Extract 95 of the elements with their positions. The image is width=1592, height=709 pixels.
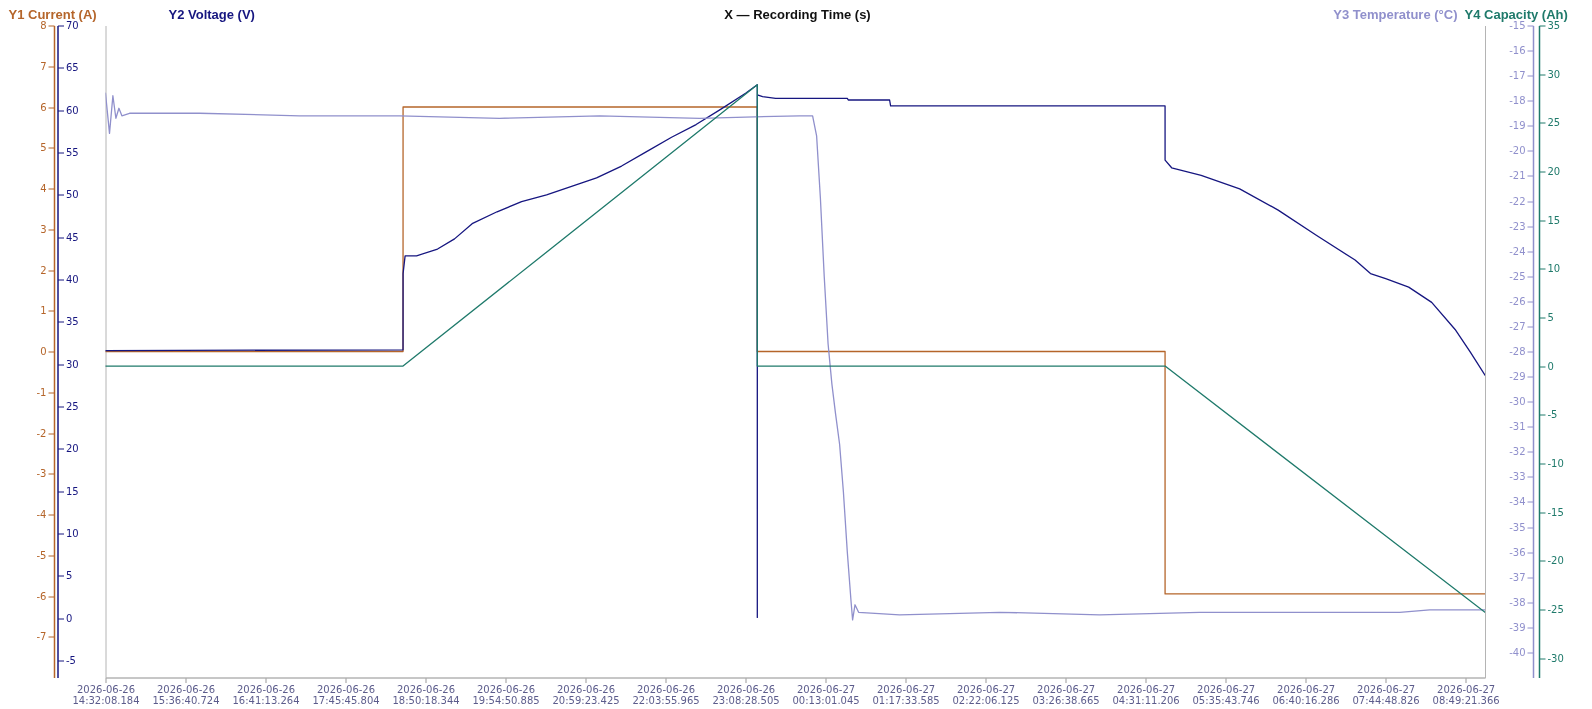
x-tick-label: 2026-06-27 00:13:01.045 (792, 684, 860, 706)
x-tick-label: 2026-06-27 07:44:48.826 (1352, 684, 1420, 706)
x-tick-label: 2026-06-27 02:22:06.125 (952, 684, 1020, 706)
y3-tick-label: -31 (1509, 421, 1526, 433)
y3-tick-label: -19 (1509, 120, 1526, 132)
y2-tick-label: -5 (66, 655, 76, 667)
x-tick-label: 2026-06-26 22:03:55.965 (632, 684, 700, 706)
y3-tick-label: -21 (1509, 170, 1526, 182)
x-tick-label: 2026-06-27 03:26:38.665 (1032, 684, 1100, 706)
y2-tick-label: 50 (66, 189, 79, 201)
y3-tick-label: -17 (1509, 70, 1526, 82)
y2-tick-label: 45 (66, 231, 79, 243)
y2-tick-label: 70 (66, 20, 79, 31)
y-tick-label: -2 (36, 427, 47, 439)
y-axis-title: Y4 Capacity (Ah) (1464, 6, 1568, 22)
y3-tick-label: -16 (1509, 45, 1526, 57)
x-tick-label: 2026-06-27 06:40:16.286 (1272, 684, 1340, 706)
y-tick-label: 10 (1547, 263, 1561, 275)
y3-tick-label: -40 (1509, 646, 1526, 658)
y-tick-label: -7 (36, 631, 47, 643)
y-tick-label: -10 (1547, 457, 1564, 469)
y3-tick-label: -24 (1509, 245, 1526, 257)
y-tick-label: -6 (36, 590, 47, 602)
y2-tick-label: 5 (66, 570, 73, 582)
y-tick-label: 35 (1547, 20, 1561, 31)
y3-tick-label: -22 (1509, 195, 1526, 207)
x-tick-label: 2026-06-26 23:08:28.505 (712, 684, 780, 706)
y-tick-label: 6 (40, 101, 47, 113)
y3-tick-label: -28 (1509, 346, 1526, 357)
y2-tick-label: 10 (66, 528, 79, 540)
y-tick-label: 15 (1547, 214, 1561, 226)
y-tick-label: 3 (40, 223, 47, 235)
y-tick-label: 7 (40, 60, 47, 72)
y2-tick-label: 60 (66, 104, 79, 116)
y3-tick-label: -33 (1509, 471, 1526, 483)
y2-axis-title: Y2 Voltage (V) (168, 6, 255, 22)
y2-tick-label: 40 (66, 274, 79, 286)
x-tick-label: 2026-06-26 19:54:50.885 (472, 684, 540, 706)
y3-axis-title: Y3 Temperature (°C) (1333, 6, 1458, 22)
x-tick-label: 2026-06-26 18:50:18.344 (392, 684, 460, 706)
x-tick-label: 2026-06-27 04:31:11.206 (1112, 684, 1180, 706)
x-tick-label: 2026-06-26 15:36:40.724 (152, 684, 220, 706)
y-tick-label: 4 (40, 183, 47, 194)
y-tick-label: 5 (1547, 311, 1554, 323)
y-tick-label: -30 (1547, 652, 1564, 664)
y3-tick-label: -39 (1509, 621, 1526, 633)
y-tick-label: -20 (1547, 555, 1564, 567)
y2-tick-label: 0 (66, 612, 73, 624)
y-tick-label: -3 (36, 468, 47, 480)
y-tick-label: 0 (40, 346, 47, 357)
x-tick-label: 2026-06-26 14:32:08.184 (72, 684, 140, 706)
x-tick-label: 2026-06-26 17:45:45.804 (312, 684, 380, 706)
x-tick-label: 2026-06-26 20:59:23.425 (552, 684, 620, 706)
y3-tick-label: -26 (1509, 295, 1526, 307)
y3-tick-label: -34 (1509, 496, 1526, 508)
y-tick-label: 20 (1547, 165, 1561, 177)
y-tick-label: -5 (1547, 409, 1558, 421)
y-tick-label: 0 (1547, 360, 1554, 372)
y3-tick-label: -32 (1509, 446, 1526, 458)
y-tick-label: -4 (36, 509, 47, 520)
y-tick-label: -25 (1547, 603, 1564, 615)
y2-tick-label: 15 (66, 485, 79, 497)
y3-tick-label: -29 (1509, 371, 1526, 383)
y-tick-label: -1 (36, 386, 47, 398)
x-tick-label: 2026-06-27 05:35:43.746 (1192, 684, 1260, 706)
y-tick-label: 30 (1547, 68, 1561, 80)
x-tick-label: 2026-06-26 16:41:13.264 (232, 684, 300, 706)
y3-tick-label: -15 (1509, 20, 1526, 31)
y3-tick-label: -38 (1509, 596, 1526, 608)
y-axis-title: Y1 Current (A) (8, 6, 97, 22)
y3-tick-label: -35 (1509, 521, 1526, 533)
y2-tick-label: 35 (66, 316, 79, 328)
y3-tick-label: -18 (1509, 95, 1526, 107)
y-tick-label: 1 (40, 305, 47, 317)
y3-tick-label: -36 (1509, 546, 1526, 558)
y-tick-label: 8 (40, 20, 47, 31)
y2-tick-label: 30 (66, 358, 79, 370)
y2-tick-label: 25 (66, 401, 79, 413)
y2-tick-label: 20 (66, 443, 79, 455)
y-tick-label: 25 (1547, 117, 1561, 129)
y-tick-label: -15 (1547, 506, 1564, 518)
y-tick-label: 2 (40, 264, 47, 276)
y3-tick-label: -23 (1509, 220, 1526, 232)
y2-tick-label: 65 (66, 62, 79, 74)
x-axis-title: X — Recording Time (s) (724, 6, 871, 22)
x-tick-label: 2026-06-27 08:49:21.366 (1432, 684, 1500, 706)
y3-tick-label: -27 (1509, 320, 1526, 332)
y3-tick-label: -30 (1509, 396, 1526, 408)
y2-tick-label: 55 (66, 147, 79, 159)
y3-tick-label: -37 (1509, 571, 1526, 583)
x-tick-label: 2026-06-27 01:17:33.585 (872, 684, 940, 706)
y3-tick-label: -20 (1509, 145, 1526, 157)
y-tick-label: 5 (40, 142, 47, 154)
y3-tick-label: -25 (1509, 270, 1526, 282)
y-tick-label: -5 (36, 549, 47, 561)
